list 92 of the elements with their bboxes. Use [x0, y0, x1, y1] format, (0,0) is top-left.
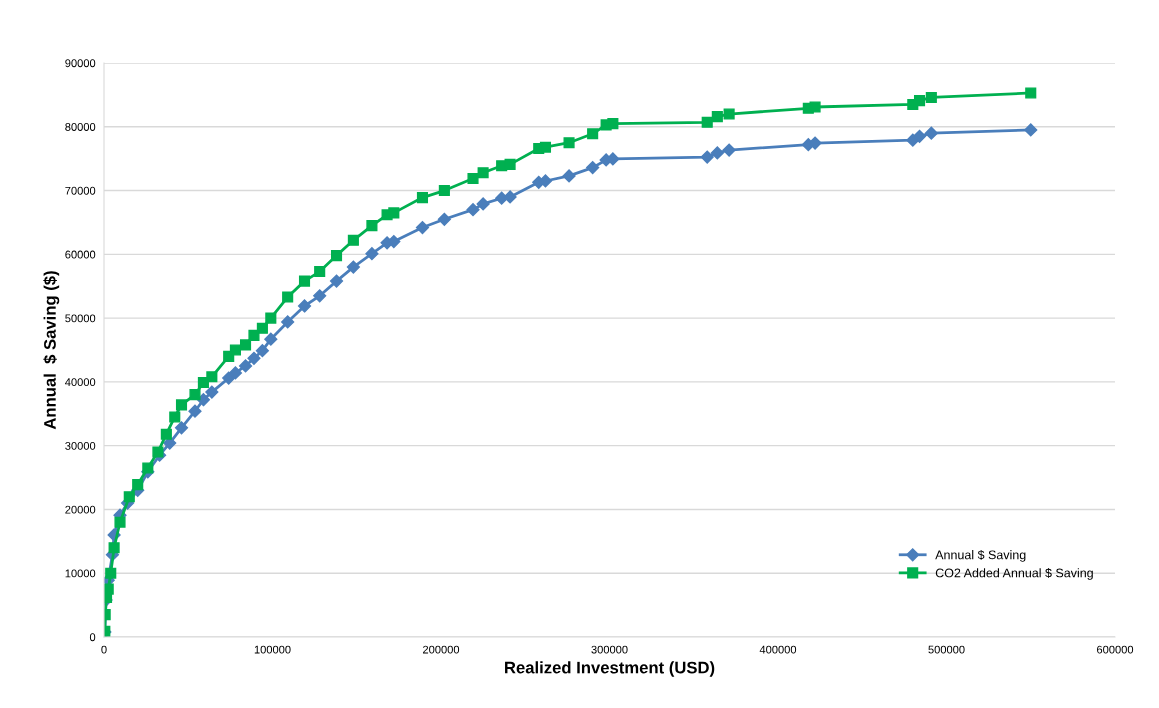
point [562, 169, 576, 183]
x-tick-label: 300000 [591, 645, 628, 654]
point [913, 95, 926, 107]
point [189, 389, 201, 401]
point [1024, 123, 1038, 137]
point [297, 299, 312, 313]
point [132, 479, 144, 491]
point [298, 275, 311, 287]
point [314, 265, 326, 278]
point [175, 399, 188, 411]
point [912, 129, 927, 143]
point [366, 220, 378, 232]
point [495, 191, 509, 205]
point [563, 137, 575, 149]
point [387, 234, 401, 249]
point [105, 567, 117, 579]
point [104, 583, 114, 595]
point [313, 289, 327, 303]
point [416, 192, 429, 204]
point [330, 250, 343, 262]
y-axis-title: Annual $ Saving ($) [43, 271, 60, 430]
point [160, 428, 172, 440]
point [142, 462, 154, 474]
point [255, 344, 269, 358]
legend-label: Annual $ Saving [935, 549, 1026, 562]
x-tick-label: 0 [101, 645, 107, 654]
point [188, 404, 202, 418]
point [108, 542, 120, 554]
y-tick-label: 50000 [65, 314, 96, 323]
x-tick-label: 600000 [1097, 645, 1134, 654]
point [438, 184, 450, 197]
point [388, 207, 400, 219]
point [282, 291, 294, 303]
y-tick-label: 60000 [65, 250, 96, 259]
point [711, 111, 723, 123]
point [503, 190, 517, 204]
point [924, 126, 938, 140]
point [467, 172, 479, 184]
point [504, 158, 516, 170]
point [169, 411, 181, 423]
x-tick-label: 400000 [759, 645, 797, 654]
point [346, 260, 360, 274]
point [710, 146, 724, 160]
point [239, 339, 252, 351]
point [437, 212, 451, 226]
point [248, 329, 260, 341]
y-tick-label: 30000 [65, 441, 96, 450]
point [281, 315, 295, 329]
x-tick-label: 100000 [254, 645, 291, 654]
point [925, 91, 937, 103]
point [206, 371, 218, 383]
point [539, 141, 552, 153]
point [174, 421, 189, 435]
point [329, 274, 344, 288]
point [264, 332, 278, 346]
point [477, 167, 489, 179]
x-axis-title: Realized Investment (USD) [505, 661, 715, 677]
point [701, 116, 713, 128]
point [152, 446, 164, 458]
point [722, 143, 736, 157]
y-tick-label: 20000 [65, 505, 96, 514]
point [809, 101, 821, 113]
y-tick-label: 90000 [65, 59, 96, 68]
y-tick-label: 0 [89, 633, 96, 642]
point [247, 351, 261, 365]
y-tick-label: 80000 [65, 123, 96, 131]
x-tick-label: 500000 [928, 645, 965, 654]
point [123, 491, 135, 503]
point [196, 393, 211, 407]
point [466, 203, 480, 217]
point [256, 322, 268, 334]
point [347, 234, 359, 246]
point [365, 247, 379, 261]
point [587, 128, 599, 140]
point [265, 312, 277, 324]
point [415, 220, 430, 235]
point [205, 385, 219, 399]
point [607, 118, 619, 130]
point [476, 197, 490, 211]
x-tick-label: 200000 [423, 645, 460, 654]
y-tick-label: 10000 [65, 569, 96, 578]
point [228, 366, 243, 380]
point [238, 359, 253, 373]
point [723, 108, 735, 120]
legend-label: CO2 Added Annual $ Saving [935, 567, 1093, 580]
y-tick-label: 40000 [65, 378, 96, 387]
y-tick-label: 70000 [65, 186, 96, 195]
point [114, 516, 126, 528]
point [1025, 87, 1037, 99]
point [229, 344, 241, 356]
point [700, 150, 714, 164]
point [586, 161, 600, 175]
